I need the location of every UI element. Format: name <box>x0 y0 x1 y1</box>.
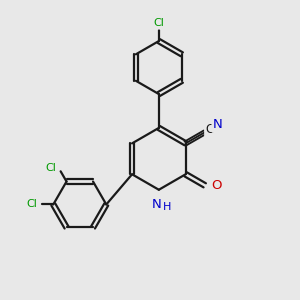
Text: N: N <box>213 118 223 131</box>
Text: Cl: Cl <box>153 18 164 28</box>
Text: N: N <box>152 198 161 211</box>
Text: H: H <box>163 202 171 212</box>
Text: O: O <box>211 179 222 192</box>
Text: Cl: Cl <box>26 200 37 209</box>
Text: Cl: Cl <box>45 164 56 173</box>
Text: C: C <box>205 123 214 136</box>
